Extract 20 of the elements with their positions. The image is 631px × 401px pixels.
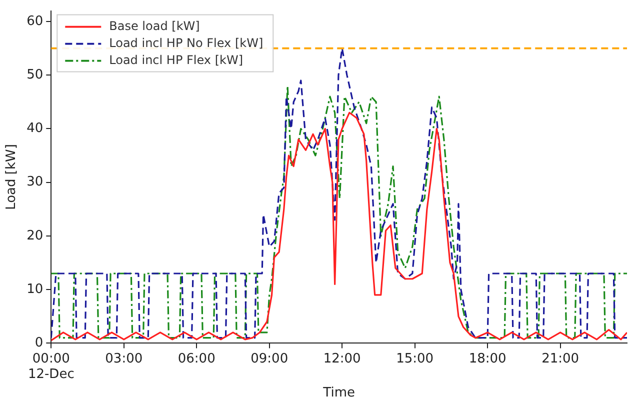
x-tick-label: 00:00 12-Dec	[28, 351, 74, 382]
y-axis-title: Load [kW]	[4, 144, 20, 210]
y-tick-label: 20	[26, 228, 44, 244]
x-tick-label: 12:00	[323, 351, 361, 366]
x-tick-label: 18:00	[468, 351, 506, 366]
y-tick-label: 0	[34, 336, 44, 351]
y-tick-label: 30	[26, 174, 44, 190]
x-tick-label: 06:00	[178, 351, 216, 366]
y-tick-label: 50	[26, 68, 44, 83]
y-tick-label: 40	[26, 121, 44, 136]
x-tick-label: 03:00	[105, 351, 143, 366]
y-tick-label: 10	[26, 282, 44, 297]
legend-label: Base load [kW]	[109, 18, 200, 33]
y-tick-label: 60	[26, 14, 44, 29]
legend-label: Load incl HP No Flex [kW]	[109, 36, 264, 50]
x-tick-label: 15:00	[396, 351, 434, 366]
x-axis-title: Time	[322, 386, 355, 401]
legend-label: Load incl HP Flex [kW]	[109, 52, 244, 67]
x-tick-label: 21:00	[542, 351, 580, 366]
x-tick-label: 09:00	[250, 351, 288, 366]
